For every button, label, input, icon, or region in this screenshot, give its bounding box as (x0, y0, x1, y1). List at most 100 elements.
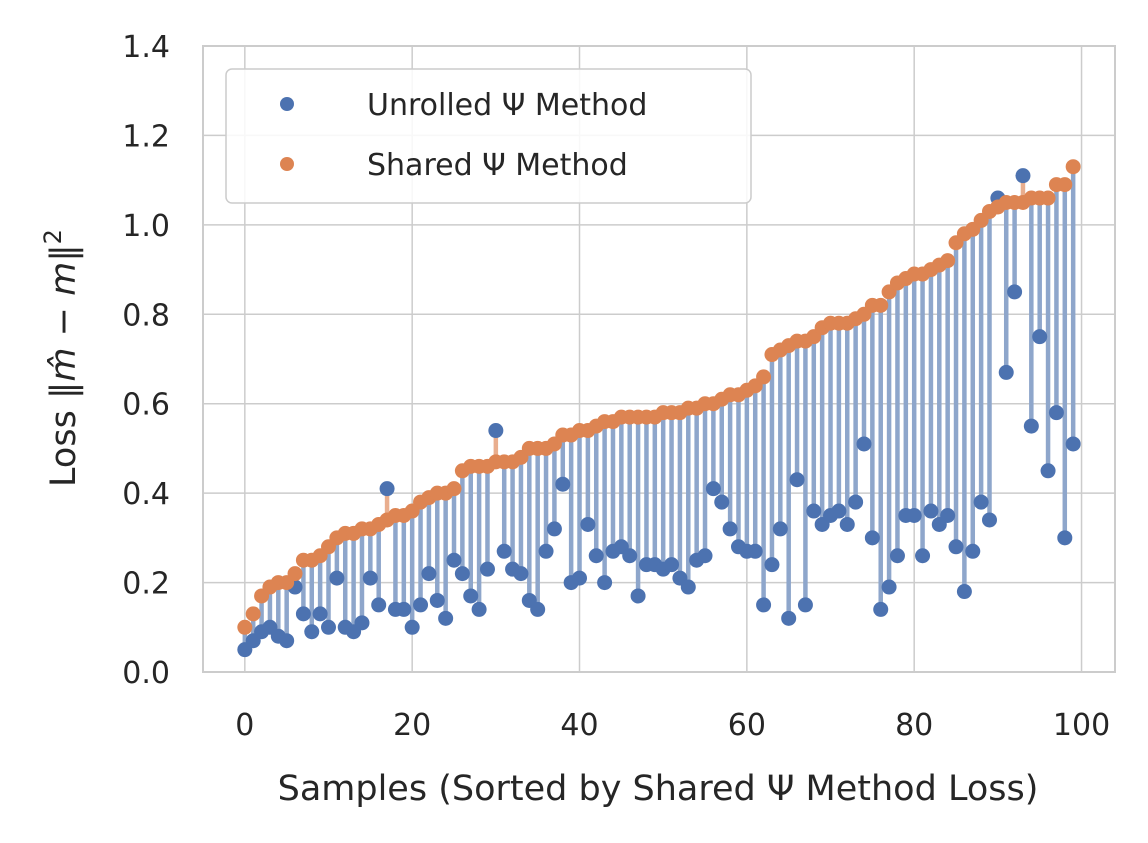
y-tick-label: 0.6 (122, 388, 170, 423)
x-tick-label: 80 (895, 708, 933, 743)
unrolled-point (530, 601, 546, 617)
y-tick-label: 0.0 (122, 656, 170, 691)
shared-point (237, 619, 253, 635)
unrolled-point (413, 597, 429, 613)
unrolled-point (630, 588, 646, 604)
unrolled-point (1023, 418, 1039, 434)
legend-label-shared: Shared Ψ Method (367, 148, 628, 183)
unrolled-point (329, 570, 345, 586)
unrolled-point (906, 508, 922, 523)
shared-point (287, 566, 303, 582)
x-tick-label: 40 (560, 708, 598, 743)
y-tick-label: 0.2 (122, 567, 170, 602)
y-tick-label: 1.2 (122, 119, 170, 154)
unrolled-point (664, 557, 680, 573)
shared-point (873, 297, 889, 313)
x-tick-label: 60 (728, 708, 766, 743)
legend-marker-shared (280, 157, 294, 171)
unrolled-point (471, 601, 487, 617)
unrolled-point (622, 548, 638, 564)
unrolled-point (321, 619, 337, 635)
shared-point (1057, 177, 1073, 193)
unrolled-point (1048, 405, 1064, 421)
legend-label-unrolled: Unrolled Ψ Method (367, 88, 647, 123)
unrolled-point (312, 606, 328, 622)
axes-frame (202, 45, 1116, 673)
shared-point (940, 253, 956, 269)
y-tick-labels: 0.0 0.2 0.4 0.6 0.8 1.0 1.2 1.4 (122, 30, 170, 691)
unrolled-point (973, 494, 989, 510)
y-tick-label: 0.4 (122, 477, 170, 512)
unrolled-point (839, 516, 855, 532)
unrolled-point (454, 566, 470, 582)
stems (242, 166, 1076, 650)
legend: Unrolled Ψ Method Shared Ψ Method (225, 68, 752, 204)
unrolled-point (279, 633, 295, 649)
unrolled-point (538, 543, 554, 559)
unrolled-point (831, 503, 847, 519)
y-tick-label: 1.4 (122, 30, 170, 65)
y-axis-label: Loss ‖m̂ − m‖2 (39, 229, 84, 487)
unrolled-point (856, 436, 872, 452)
unrolled-point (513, 566, 529, 582)
unrolled-point (580, 516, 596, 532)
unrolled-point (998, 364, 1014, 380)
unrolled-point (488, 423, 504, 439)
x-tick-label: 20 (393, 708, 431, 743)
unrolled-point (714, 494, 730, 510)
unrolled-point (304, 624, 320, 640)
unrolled-point (588, 548, 604, 564)
unrolled-point (797, 597, 813, 613)
unrolled-point (956, 584, 972, 600)
unrolled-point (806, 503, 822, 519)
unrolled-point (747, 543, 763, 559)
unrolled-point (555, 476, 571, 492)
unrolled-point (772, 521, 788, 537)
unrolled-point (722, 521, 738, 537)
unrolled-point (438, 610, 454, 626)
unrolled-point (1032, 329, 1048, 345)
unrolled-point (354, 615, 370, 631)
unrolled-point (981, 512, 997, 528)
plot-border (202, 45, 1116, 673)
shared-points (237, 159, 1081, 635)
unrolled-point (923, 503, 939, 519)
unrolled-point (1040, 463, 1056, 479)
unrolled-point (404, 619, 420, 635)
unrolled-point (756, 597, 772, 613)
unrolled-point (396, 601, 412, 617)
unrolled-point (789, 472, 805, 488)
unrolled-point (965, 543, 981, 559)
unrolled-point (889, 548, 905, 564)
y-tick-label: 0.8 (122, 298, 170, 333)
unrolled-point (680, 579, 696, 595)
x-axis-label: Samples (Sorted by Shared Ψ Method Loss) (278, 769, 1039, 809)
shared-point (245, 606, 261, 622)
x-tick-label: 100 (1053, 708, 1110, 743)
unrolled-point (295, 606, 311, 622)
unrolled-point (379, 481, 395, 497)
unrolled-point (371, 597, 387, 613)
unrolled-point (479, 561, 495, 577)
shared-point (756, 369, 772, 385)
unrolled-point (446, 552, 462, 568)
unrolled-point (1015, 168, 1031, 184)
unrolled-point (881, 579, 897, 595)
unrolled-point (705, 481, 721, 497)
unrolled-point (848, 494, 864, 510)
unrolled-point (463, 588, 479, 604)
unrolled-point (362, 570, 378, 586)
unrolled-point (1007, 284, 1023, 300)
unrolled-point (1057, 530, 1073, 546)
unrolled-point (915, 548, 931, 564)
unrolled-point (864, 530, 880, 546)
unrolled-point (873, 601, 889, 617)
shared-point (1040, 190, 1056, 206)
x-tick-label: 0 (235, 708, 254, 743)
unrolled-point (546, 521, 562, 537)
shared-point (446, 481, 462, 497)
unrolled-point (572, 570, 588, 586)
y-tick-label: 1.0 (122, 209, 170, 244)
unrolled-point (429, 592, 445, 608)
